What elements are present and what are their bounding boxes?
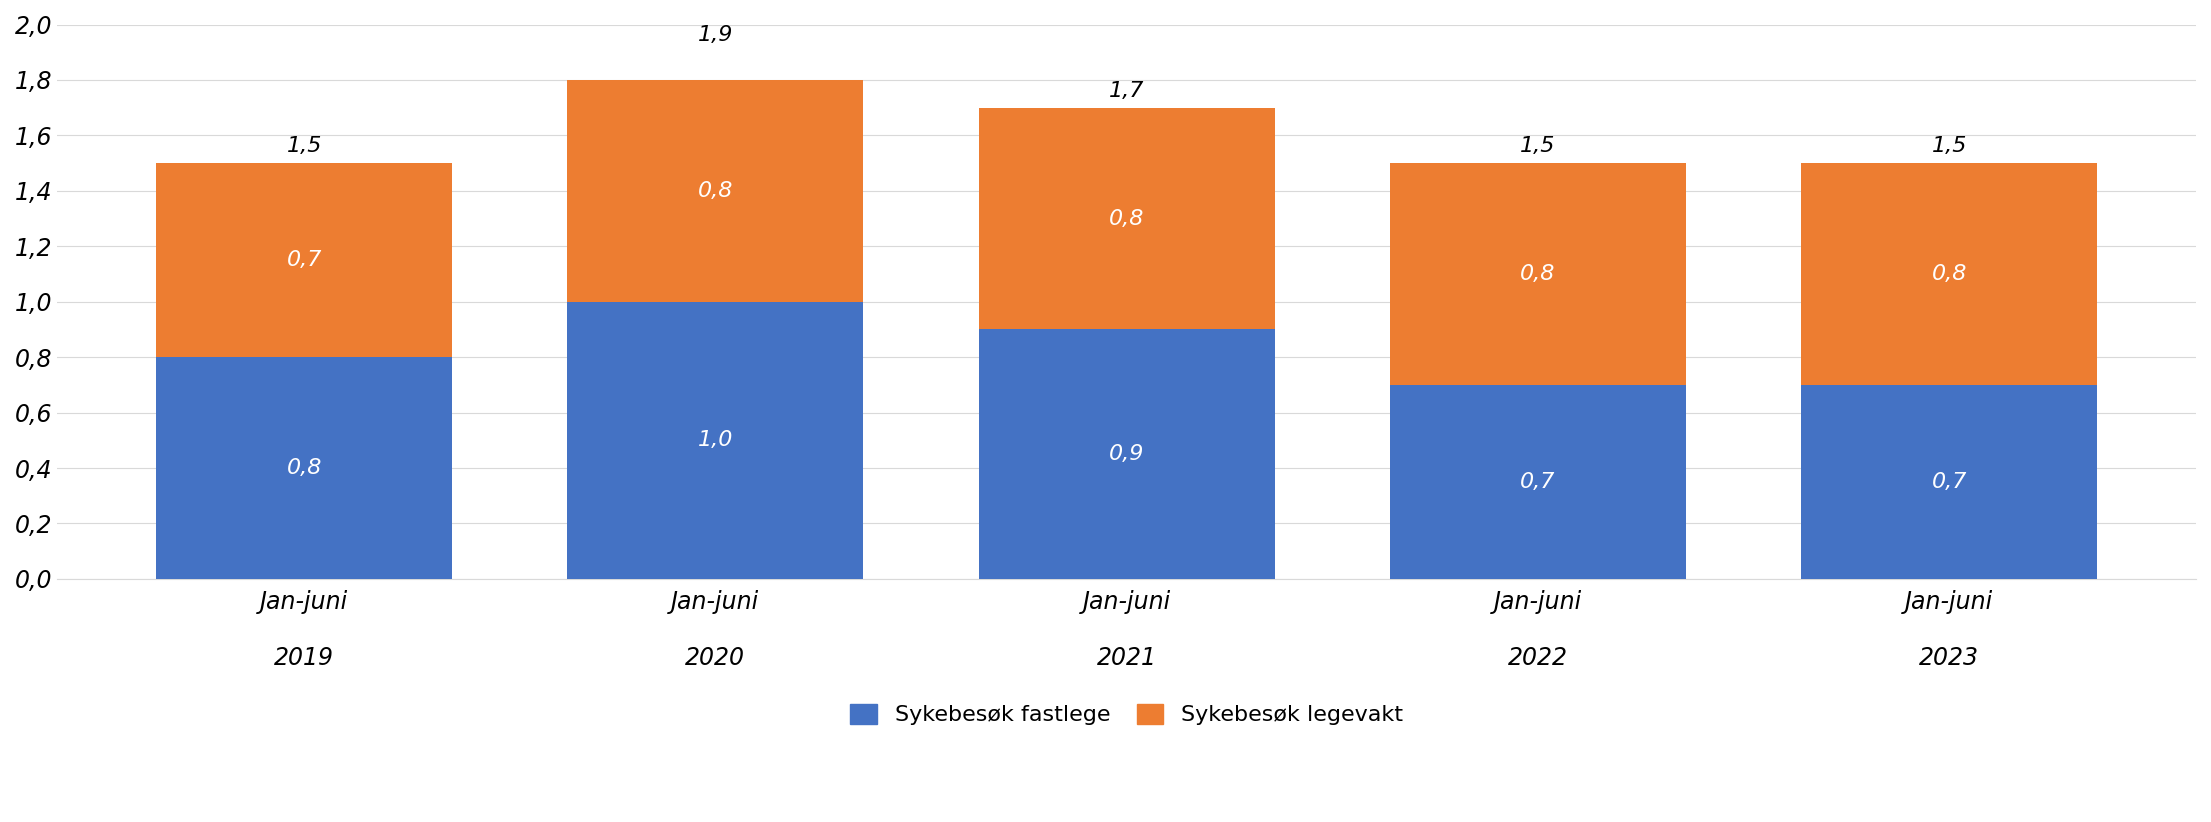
Text: 0,7: 0,7 (1932, 472, 1968, 492)
Text: 1,0: 1,0 (699, 430, 734, 450)
Text: 0,8: 0,8 (287, 458, 323, 478)
Text: 0,9: 0,9 (1110, 444, 1145, 464)
Text: 0,8: 0,8 (1932, 264, 1968, 284)
Text: 0,7: 0,7 (1521, 472, 1557, 492)
Bar (1391, 163, 1687, 385)
Bar (979, 108, 1276, 330)
Bar (157, 163, 453, 357)
Text: 1,9: 1,9 (699, 25, 734, 45)
Legend: Sykebesøk fastlege, Sykebesøk legevakt: Sykebesøk fastlege, Sykebesøk legevakt (840, 695, 1413, 734)
Bar (1391, 385, 1687, 579)
Text: 0,7: 0,7 (287, 250, 323, 270)
Text: 1,5: 1,5 (1932, 136, 1968, 156)
Text: 0,8: 0,8 (1521, 264, 1557, 284)
Bar (1802, 385, 2098, 579)
Bar (979, 330, 1276, 579)
Text: 1,5: 1,5 (1521, 136, 1557, 156)
Bar (568, 302, 865, 579)
Bar (157, 357, 453, 579)
Text: 1,5: 1,5 (287, 136, 323, 156)
Text: 0,8: 0,8 (699, 181, 734, 201)
Text: 1,7: 1,7 (1110, 81, 1145, 101)
Text: 0,8: 0,8 (1110, 209, 1145, 229)
Bar (568, 80, 865, 302)
Bar (1802, 163, 2098, 385)
